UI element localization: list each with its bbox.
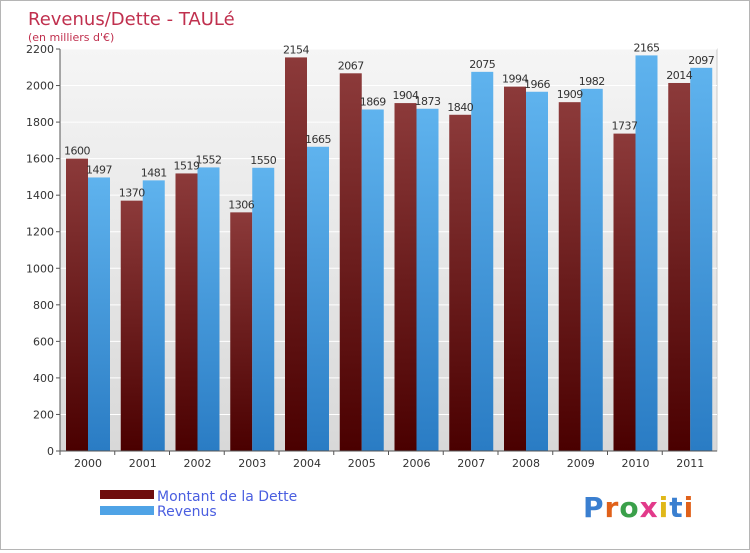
bar-revenus (252, 167, 275, 452)
x-tick-label: 2000 (74, 457, 102, 470)
y-tick-label: 600 (33, 335, 54, 348)
data-label: 1306 (228, 198, 254, 211)
bar-revenus (142, 180, 165, 451)
data-label: 1994 (502, 73, 528, 86)
bar-dette (175, 173, 198, 452)
x-tick-label: 2010 (622, 457, 650, 470)
bar-revenus (416, 108, 439, 451)
x-tick-label: 2005 (348, 457, 376, 470)
x-tick-label: 2002 (184, 457, 212, 470)
bar-dette (339, 73, 362, 451)
data-label: 1552 (196, 153, 222, 166)
legend-swatch-debt (100, 490, 154, 499)
data-label: 1600 (64, 145, 90, 158)
data-label: 2067 (338, 59, 364, 72)
legend-label-revenus: Revenus (157, 504, 217, 520)
x-tick-label: 2007 (457, 457, 485, 470)
bar-revenus (361, 109, 384, 451)
y-tick-label: 1800 (26, 116, 54, 129)
y-tick-label: 2200 (26, 43, 54, 56)
bar-revenus (307, 146, 329, 451)
bar-revenus (526, 91, 548, 451)
x-tick-label: 2006 (403, 457, 431, 470)
bar-dette (504, 86, 526, 451)
data-label: 1737 (612, 120, 638, 133)
bar-dette (668, 82, 691, 451)
x-tick-label: 2003 (238, 457, 266, 470)
legend: Montant de la Dette Revenus (100, 489, 297, 520)
y-tick-label: 1600 (26, 153, 54, 166)
data-label: 2075 (469, 58, 495, 71)
bar-dette (558, 102, 581, 451)
bar-dette (285, 57, 307, 451)
x-tick-label: 2001 (129, 457, 157, 470)
bar-revenus (690, 67, 713, 451)
logo-text: Proxiti (583, 491, 694, 524)
data-label: 1869 (360, 95, 386, 108)
y-tick-label: 1400 (26, 189, 54, 202)
chart-title: Revenus/Dette - TAULé (28, 9, 235, 30)
plot-area (59, 48, 718, 452)
y-tick-label: 2000 (26, 80, 54, 93)
data-label: 1370 (119, 187, 145, 200)
x-tick-label: 2004 (293, 457, 321, 470)
data-label: 1909 (557, 88, 583, 101)
data-label: 2097 (688, 54, 714, 67)
bar-dette (120, 200, 143, 451)
y-tick-label: 0 (47, 445, 54, 458)
data-label: 2165 (634, 41, 660, 54)
y-tick-label: 400 (33, 372, 54, 385)
bar-revenus (635, 55, 658, 452)
data-label: 1904 (393, 89, 419, 102)
data-label: 1840 (447, 101, 473, 114)
data-label: 1481 (141, 166, 167, 179)
bar-revenus (471, 71, 494, 451)
bar-revenus (580, 88, 603, 452)
y-tick-label: 200 (33, 408, 54, 421)
data-label: 1873 (415, 95, 441, 108)
legend-label-debt: Montant de la Dette (157, 489, 297, 505)
data-label: 1982 (579, 75, 605, 88)
data-label: 1966 (524, 78, 550, 91)
data-label: 2014 (666, 69, 692, 82)
bar-dette (66, 158, 88, 452)
data-label: 1519 (174, 159, 200, 172)
bar-revenus (197, 167, 220, 451)
data-label: 1497 (86, 163, 112, 176)
bar-dette (613, 133, 636, 451)
bar-dette (449, 114, 472, 452)
y-tick-label: 1000 (26, 262, 54, 275)
y-tick-label: 1200 (26, 226, 54, 239)
x-tick-label: 2009 (567, 457, 595, 470)
y-tick-label: 800 (33, 299, 54, 312)
bar-revenus (88, 177, 110, 451)
legend-swatch-revenus (100, 506, 154, 515)
proxiti-logo: Proxiti (583, 491, 694, 524)
chart-subtitle: (en milliers d'€) (28, 31, 114, 44)
bar-dette (230, 212, 253, 451)
bar-dette (394, 103, 417, 451)
x-tick-label: 2008 (512, 457, 540, 470)
data-label: 1550 (250, 154, 276, 167)
data-label: 1665 (305, 133, 331, 146)
x-tick-label: 2011 (676, 457, 704, 470)
data-label: 2154 (283, 43, 309, 56)
